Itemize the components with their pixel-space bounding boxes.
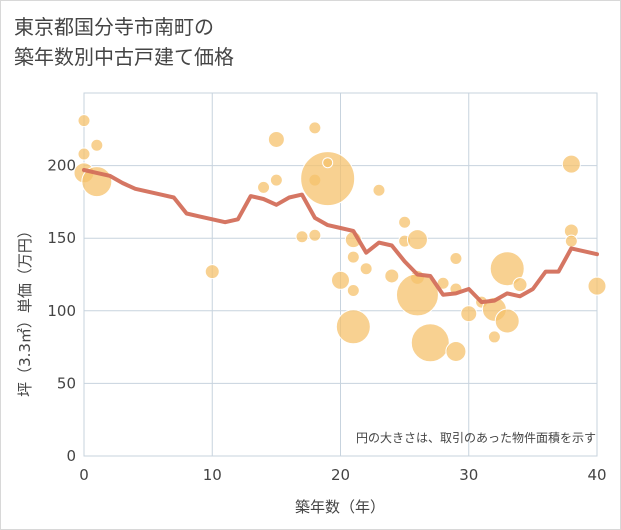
bubble-point [410, 323, 450, 363]
y-tick-label: 100 [47, 302, 76, 320]
bubble-point [406, 229, 428, 251]
chart-title: 東京都国分寺市南町の 築年数別中古戸建て価格 [14, 12, 234, 72]
bubble-point [449, 252, 463, 266]
bubble-point [561, 154, 581, 174]
x-tick-label: 0 [79, 466, 89, 484]
bubble-point [77, 114, 91, 128]
x-tick-label: 30 [459, 466, 478, 484]
bubble-point [346, 250, 360, 264]
x-tick-label: 20 [331, 466, 350, 484]
x-axis-label: 築年数（年） [295, 498, 385, 516]
bubble-point [335, 309, 371, 345]
bubble-point [564, 234, 578, 248]
bubble-point [512, 277, 528, 293]
trend-line-series [82, 168, 599, 305]
y-tick-label: 50 [57, 374, 76, 392]
bubble-point [308, 228, 322, 242]
bubble-point [322, 157, 334, 169]
y-tick-label: 150 [47, 229, 76, 247]
bubble-point [489, 251, 525, 287]
bubble-point [359, 262, 373, 276]
bubble-series [73, 114, 607, 363]
x-tick-label: 10 [203, 466, 222, 484]
axis-ticks: 0 10 20 30 40 0 50 100 150 200 [47, 157, 606, 484]
bubble-point [300, 151, 356, 207]
chart-title-line-1: 東京都国分寺市南町の [14, 15, 214, 39]
y-tick-label: 0 [66, 447, 76, 465]
y-axis-label: 坪（3.3㎡）単価（万円） [16, 223, 34, 397]
bubble-point [77, 147, 91, 161]
bubble-point [587, 276, 607, 296]
bubble-point [372, 183, 386, 197]
bubble-point [90, 138, 104, 152]
bubble-point [204, 264, 220, 280]
chart-title-line-2: 築年数別中古戸建て価格 [14, 45, 234, 69]
trend-line [82, 168, 599, 305]
y-tick-label: 200 [47, 157, 76, 175]
bubble-point [269, 173, 283, 187]
bubble-point [398, 215, 412, 229]
bubble-point [384, 268, 400, 284]
bubble-point [487, 330, 501, 344]
bubble-point [346, 283, 360, 297]
bubble-point [308, 121, 322, 135]
bubble-point [460, 305, 478, 323]
bubble-point [331, 270, 350, 290]
x-tick-label: 40 [587, 466, 606, 484]
bubble-point [257, 180, 271, 194]
bubble-point [494, 308, 520, 334]
bubble-point [445, 340, 467, 362]
bubble-size-note: 円の大きさは、取引のあった物件面積を示す [356, 430, 596, 445]
bubble-point [267, 130, 285, 148]
bubble-point [295, 230, 309, 244]
grid [83, 92, 598, 457]
